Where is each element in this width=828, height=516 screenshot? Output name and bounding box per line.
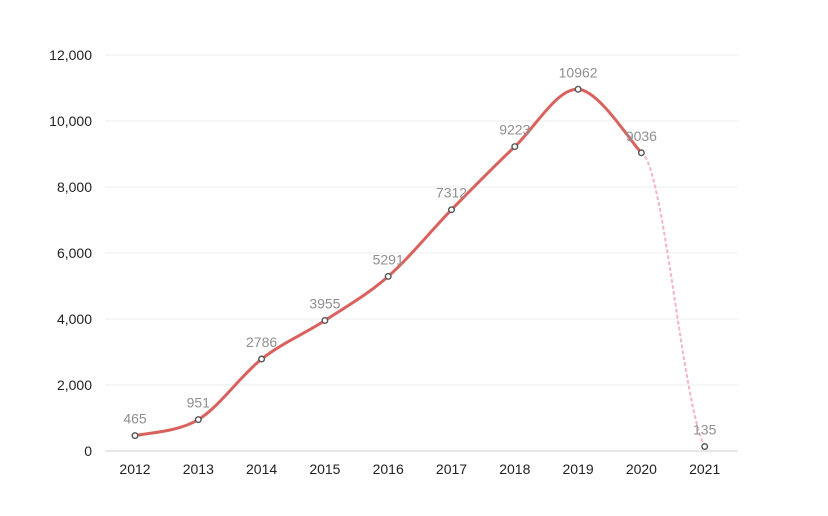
data-point — [258, 355, 266, 363]
data-label: 2786 — [246, 334, 277, 350]
data-point — [131, 432, 139, 440]
y-tick-label: 4,000 — [57, 311, 92, 327]
x-tick-label: 2020 — [626, 461, 657, 477]
data-label: 135 — [693, 422, 717, 438]
gridlines — [105, 54, 738, 452]
y-tick-label: 2,000 — [57, 377, 92, 393]
y-tick-label: 8,000 — [57, 179, 92, 195]
x-tick-label: 2018 — [499, 461, 530, 477]
data-label: 9223 — [499, 122, 530, 138]
x-tick-label: 2012 — [119, 461, 150, 477]
x-tick-label: 2019 — [563, 461, 594, 477]
data-label: 9036 — [626, 128, 657, 144]
data-point — [637, 149, 645, 157]
data-point — [384, 272, 392, 280]
y-tick-label: 10,000 — [49, 113, 92, 129]
data-markers — [131, 85, 709, 451]
data-point — [511, 143, 519, 151]
x-axis-ticks: 2012 2013 2014 2015 2016 2017 2018 2019 2020 2021 — [119, 461, 720, 477]
data-labels: 465 951 2786 3955 5291 7312 9223 10962 9036 135 — [123, 64, 716, 437]
series-line — [133, 87, 706, 448]
series-line-projected — [640, 151, 706, 448]
x-tick-label: 2015 — [309, 461, 340, 477]
x-tick-label: 2021 — [689, 461, 720, 477]
data-point — [321, 316, 329, 324]
data-point — [574, 85, 582, 93]
data-label: 951 — [187, 395, 211, 411]
data-point — [194, 416, 202, 424]
x-tick-label: 2013 — [183, 461, 214, 477]
data-label: 10962 — [559, 64, 598, 80]
y-tick-label: 0 — [84, 443, 92, 459]
data-point — [701, 443, 709, 451]
y-tick-label: 6,000 — [57, 245, 92, 261]
data-label: 3955 — [309, 295, 340, 311]
data-label: 465 — [123, 411, 147, 427]
x-tick-label: 2017 — [436, 461, 467, 477]
x-tick-label: 2014 — [246, 461, 277, 477]
series-line-solid — [133, 87, 643, 438]
y-axis-ticks: 0 2,000 4,000 6,000 8,000 10,000 12,000 — [49, 47, 92, 459]
data-label: 7312 — [436, 185, 467, 201]
x-tick-label: 2016 — [373, 461, 404, 477]
y-tick-label: 12,000 — [49, 47, 92, 63]
data-point — [448, 206, 456, 214]
data-label: 5291 — [373, 251, 404, 267]
